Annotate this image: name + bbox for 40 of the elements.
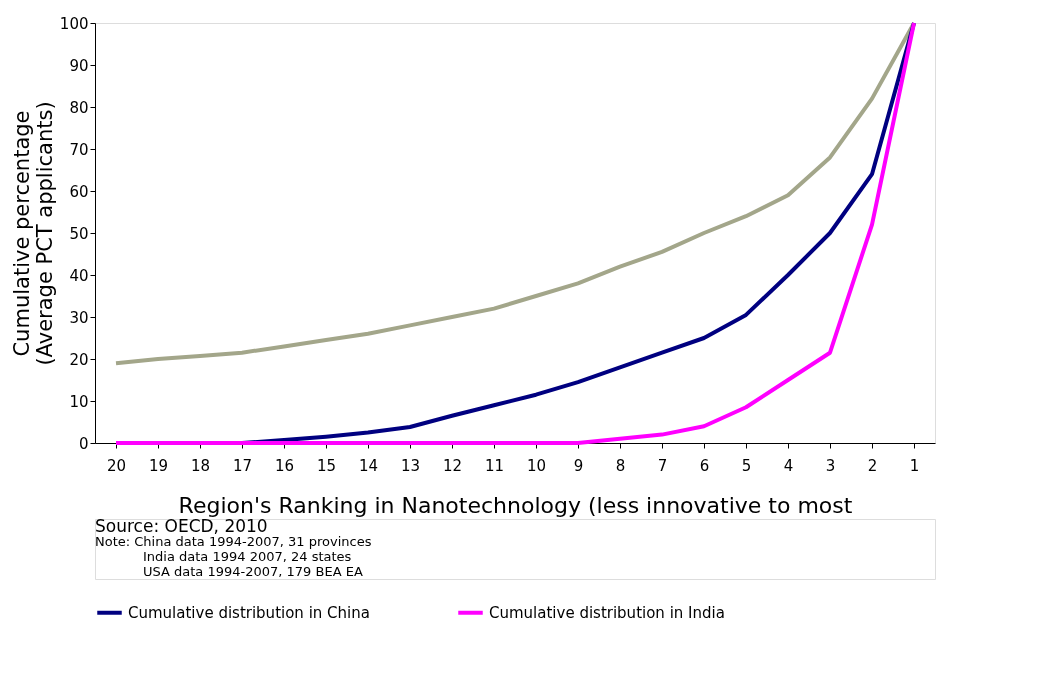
x-tick-label: 11 xyxy=(484,456,505,475)
line-series xyxy=(114,21,916,445)
y-tick-label: 60 xyxy=(69,182,89,201)
x-tick-label: 14 xyxy=(358,456,379,475)
text: Note: China data 1994-2007, 31 provinces xyxy=(95,533,372,549)
text: USA data 1994-2007, 179 BEA EA xyxy=(143,563,363,579)
y-tick-label: 80 xyxy=(69,98,89,117)
x-tick-label: 2 xyxy=(867,456,878,475)
x-axis-title: Region's Ranking in Nanotechnology (less innovative to most xyxy=(178,492,853,518)
line-series xyxy=(114,21,916,366)
x-tick-label: 19 xyxy=(148,456,169,475)
x-tick-label: 12 xyxy=(442,456,463,475)
y-tick-label: 70 xyxy=(69,140,89,159)
y-tick-label: 20 xyxy=(69,350,89,369)
x-tick-label: 20 xyxy=(106,456,127,475)
y-tick-label: 90 xyxy=(69,56,89,75)
x-tick-label: 3 xyxy=(825,456,836,475)
y-tick-label: 100 xyxy=(59,14,89,33)
text: India data 1994 2007, 24 states xyxy=(143,548,352,564)
x-tick-label: 15 xyxy=(316,456,337,475)
x-tick-label: 18 xyxy=(190,456,211,475)
y-axis-title: Cumulative percentage (Average PCT applicants) xyxy=(9,101,57,366)
y-tick-label: 0 xyxy=(78,434,89,453)
x-tick-label: 9 xyxy=(573,456,584,475)
x-tick-label: 1 xyxy=(909,456,920,475)
x-tick-label: 13 xyxy=(400,456,421,475)
y-tick-label: 30 xyxy=(69,308,89,327)
legend-label: Cumulative distribution in China xyxy=(128,603,370,622)
x-tick-label: 16 xyxy=(274,456,295,475)
x-tick-label: 17 xyxy=(232,456,253,475)
x-tick-label: 4 xyxy=(783,456,794,475)
y-tick-label: 40 xyxy=(69,266,89,285)
x-tick-label: 6 xyxy=(699,456,710,475)
x-tick-label: 10 xyxy=(526,456,547,475)
x-tick-label: 7 xyxy=(657,456,668,475)
x-tick-label: 5 xyxy=(741,456,752,475)
x-tick-label: 8 xyxy=(615,456,626,475)
legend-label: Cumulative distribution in India xyxy=(489,603,725,622)
y-tick-label: 50 xyxy=(69,224,89,243)
y-tick-label: 10 xyxy=(69,392,89,411)
